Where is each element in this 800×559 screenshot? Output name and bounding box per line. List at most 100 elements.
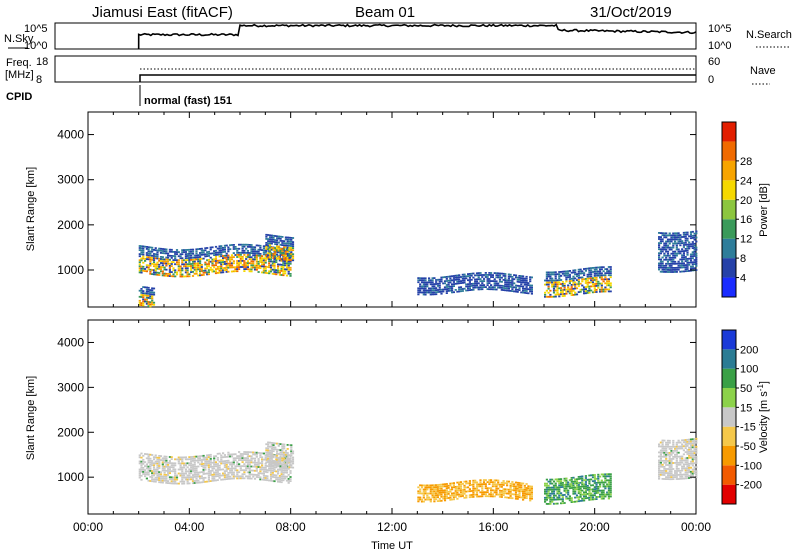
echo-cell [140, 269, 143, 272]
echo-cell [663, 462, 666, 464]
echo-cell [684, 451, 687, 453]
echo-cell [156, 253, 159, 256]
echo-cell [214, 270, 218, 273]
echo-cell [216, 259, 219, 262]
echo-cell [170, 480, 173, 483]
echo-cell [236, 268, 239, 270]
echo-cell [474, 280, 477, 283]
echo-cell [695, 474, 698, 476]
echo-cell [672, 262, 675, 265]
echo-cell [174, 480, 177, 483]
echo-cell [206, 454, 209, 457]
echo-cell [282, 467, 285, 470]
echo-cell [144, 461, 147, 463]
echo-cell [686, 441, 689, 443]
echo-cell [197, 459, 200, 462]
echo-cell [459, 489, 463, 492]
echo-cell [509, 489, 512, 491]
echo-cell [236, 475, 239, 478]
echo-cell [670, 269, 673, 271]
echo-cell [243, 249, 246, 252]
echo-cell [677, 467, 680, 470]
echo-cell [255, 468, 258, 470]
echo-cell [286, 244, 289, 247]
echo-cell [484, 485, 487, 487]
echo-cell [500, 289, 503, 291]
echo-cell [417, 281, 420, 284]
echo-cell [213, 258, 216, 261]
echo-cell [607, 493, 610, 496]
echo-cell [672, 246, 675, 249]
echo-cell [607, 280, 610, 283]
echo-cell [197, 479, 200, 482]
echo-cell [285, 266, 289, 269]
echo-cell [495, 491, 498, 494]
echo-cell [147, 258, 150, 261]
echo-cell [456, 485, 459, 488]
echo-cell [259, 456, 262, 458]
echo-cell [693, 456, 696, 459]
echo-cell [213, 457, 216, 460]
echo-cell [529, 495, 532, 498]
echo-cell [200, 266, 203, 268]
echo-cell [666, 271, 670, 273]
echo-cell [239, 469, 242, 472]
echo-cell [188, 474, 191, 477]
echo-cell [504, 490, 507, 493]
echo-cell [159, 481, 163, 484]
echo-cell [154, 478, 157, 481]
echo-cell [257, 466, 260, 468]
echo-cell [284, 250, 287, 253]
echo-cell [606, 268, 609, 270]
echo-cell [581, 483, 584, 486]
echo-cell [552, 295, 556, 298]
echo-cell [577, 488, 580, 490]
echo-cell [156, 265, 159, 268]
echo-cell [558, 496, 561, 499]
echo-cell [288, 249, 291, 251]
echo-cell [581, 493, 584, 496]
echo-cell [257, 260, 260, 263]
echo-cell [431, 285, 434, 288]
echo-cell [288, 257, 291, 259]
echo-cell [609, 276, 612, 279]
echo-cell [211, 469, 214, 472]
echo-cell [468, 488, 471, 490]
echo-cell [279, 453, 282, 456]
echo-cell [689, 267, 693, 270]
echo-cell [583, 278, 586, 281]
echo-cell [545, 494, 548, 497]
echo-cell [560, 289, 563, 292]
echo-cell [558, 283, 561, 286]
echo-cell [663, 244, 666, 247]
echo-cell [222, 472, 225, 475]
echo-cell [445, 489, 448, 491]
echo-cell [600, 272, 603, 275]
echo-cell [195, 266, 198, 269]
echo-cell [597, 491, 600, 494]
echo-cell [147, 295, 150, 297]
echo-cell [516, 481, 519, 484]
echo-cell [659, 236, 662, 238]
echo-cell [509, 290, 512, 292]
echo-cell [170, 275, 173, 278]
echo-cell [597, 282, 600, 285]
echo-cell [479, 483, 482, 486]
echo-cell [659, 465, 662, 468]
echo-cell [138, 299, 141, 302]
echo-cell [504, 492, 507, 495]
echo-cell [255, 258, 258, 261]
echo-cell [658, 266, 661, 269]
echo-cell [265, 246, 268, 248]
echo-cell [672, 445, 675, 448]
echo-cell [516, 276, 519, 279]
echo-cell [602, 475, 605, 478]
echo-cell [665, 445, 668, 448]
echo-cell [558, 486, 561, 489]
echo-cell [666, 240, 670, 243]
echo-cell [686, 463, 689, 465]
echo-cell [152, 259, 156, 261]
echo-cell [682, 264, 685, 267]
echo-cell [223, 460, 226, 462]
echo-cell [209, 455, 212, 458]
